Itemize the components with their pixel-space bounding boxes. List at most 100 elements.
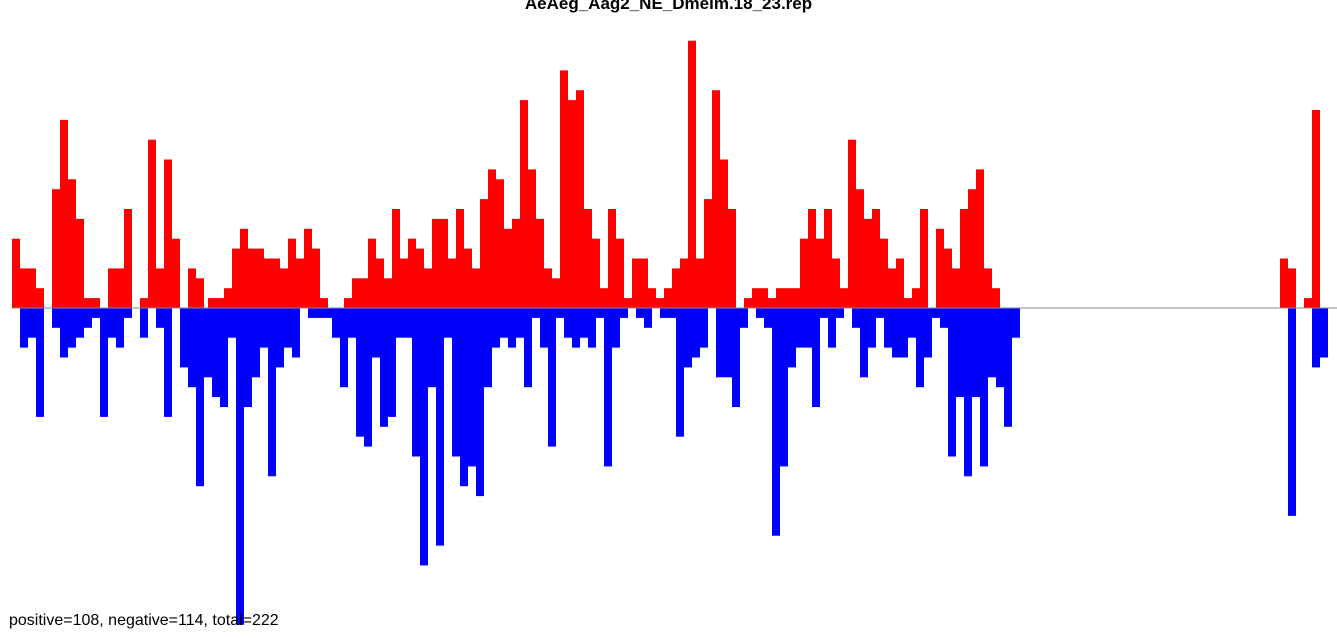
positive-bar <box>344 298 352 308</box>
positive-bar <box>992 288 1000 308</box>
positive-bar <box>768 298 776 308</box>
negative-bar <box>68 308 76 348</box>
negative-bar <box>332 308 340 338</box>
negative-bar <box>500 308 508 338</box>
positive-bar <box>584 209 592 308</box>
positive-bar <box>20 268 28 308</box>
positive-bar <box>512 218 520 308</box>
negative-bar <box>308 308 316 318</box>
negative-bar <box>852 308 860 328</box>
positive-bar <box>1288 268 1296 308</box>
negative-bar <box>156 308 164 328</box>
negative-bar <box>108 308 116 338</box>
positive-bar <box>664 288 672 308</box>
negative-bar <box>884 308 892 348</box>
negative-bar <box>692 308 700 358</box>
negative-bar <box>1312 308 1320 368</box>
negative-bar <box>356 308 364 437</box>
negative-bar <box>372 308 380 358</box>
positive-bar <box>368 238 376 308</box>
negative-bar <box>204 308 212 378</box>
positive-bar <box>656 298 664 308</box>
positive-bar <box>752 288 760 308</box>
positive-bar <box>696 258 704 308</box>
negative-bar <box>92 308 100 318</box>
negative-bar <box>684 308 692 368</box>
positive-bar <box>164 159 172 308</box>
positive-bar <box>1304 298 1312 308</box>
negative-bar <box>404 308 412 338</box>
positive-bar <box>464 248 472 308</box>
positive-bar <box>944 248 952 308</box>
positive-bar <box>856 189 864 308</box>
positive-bar <box>36 288 44 308</box>
positive-bar <box>576 90 584 308</box>
positive-bar <box>68 179 76 308</box>
negative-bar <box>268 308 276 477</box>
negative-bar <box>564 308 572 338</box>
negative-bar <box>964 308 972 477</box>
positive-bar <box>624 298 632 308</box>
positive-bar <box>140 298 148 308</box>
positive-bar <box>156 268 164 308</box>
negative-bar <box>636 308 644 318</box>
negative-bar <box>116 308 124 348</box>
positive-bar <box>840 288 848 308</box>
negative-bar <box>228 308 236 338</box>
negative-bar <box>260 308 268 348</box>
positive-bar <box>432 218 440 308</box>
positive-bar <box>824 209 832 308</box>
negative-bar <box>740 308 748 328</box>
negative-bar <box>580 308 588 338</box>
negative-bar <box>388 308 396 417</box>
positive-bar <box>1312 110 1320 308</box>
positive-bar <box>288 238 296 308</box>
positive-bar <box>816 238 824 308</box>
negative-bar <box>340 308 348 388</box>
negative-bar <box>420 308 428 566</box>
negative-bar <box>412 308 420 457</box>
positive-bar <box>560 70 568 309</box>
positive-bar <box>864 218 872 308</box>
positive-bar <box>248 248 256 308</box>
negative-bar <box>364 308 372 447</box>
positive-bar <box>400 258 408 308</box>
positive-bar <box>720 159 728 308</box>
positive-bar <box>480 199 488 308</box>
negative-bar <box>836 308 844 318</box>
negative-bar <box>572 308 580 348</box>
positive-bar <box>28 268 36 308</box>
negative-bar <box>484 308 492 388</box>
positive-bar <box>616 238 624 308</box>
negative-bar <box>596 308 604 318</box>
negative-bar <box>324 308 332 318</box>
positive-bar <box>488 169 496 308</box>
negative-bar <box>948 308 956 457</box>
negative-bar <box>940 308 948 328</box>
negative-bar <box>516 308 524 338</box>
positive-bar <box>808 209 816 308</box>
positive-bar <box>832 258 840 308</box>
positive-bar <box>216 298 224 308</box>
negative-bar <box>244 308 252 407</box>
positive-bar <box>848 139 856 308</box>
positive-bar <box>352 278 360 308</box>
negative-bar <box>900 308 908 358</box>
positive-bar <box>280 268 288 308</box>
positive-bar <box>312 248 320 308</box>
negative-bar <box>84 308 92 328</box>
negative-bar <box>196 308 204 487</box>
negative-bar <box>492 308 500 348</box>
negative-bar <box>700 308 708 348</box>
negative-bar <box>1288 308 1296 516</box>
negative-bar <box>796 308 804 348</box>
negative-bar <box>820 308 828 318</box>
positive-bar <box>448 258 456 308</box>
negative-bar <box>724 308 732 378</box>
negative-bar <box>28 308 36 338</box>
positive-bar <box>224 288 232 308</box>
positive-bar <box>60 119 68 309</box>
positive-bar <box>672 268 680 308</box>
positive-bar <box>704 199 712 308</box>
negative-bar <box>428 308 436 388</box>
